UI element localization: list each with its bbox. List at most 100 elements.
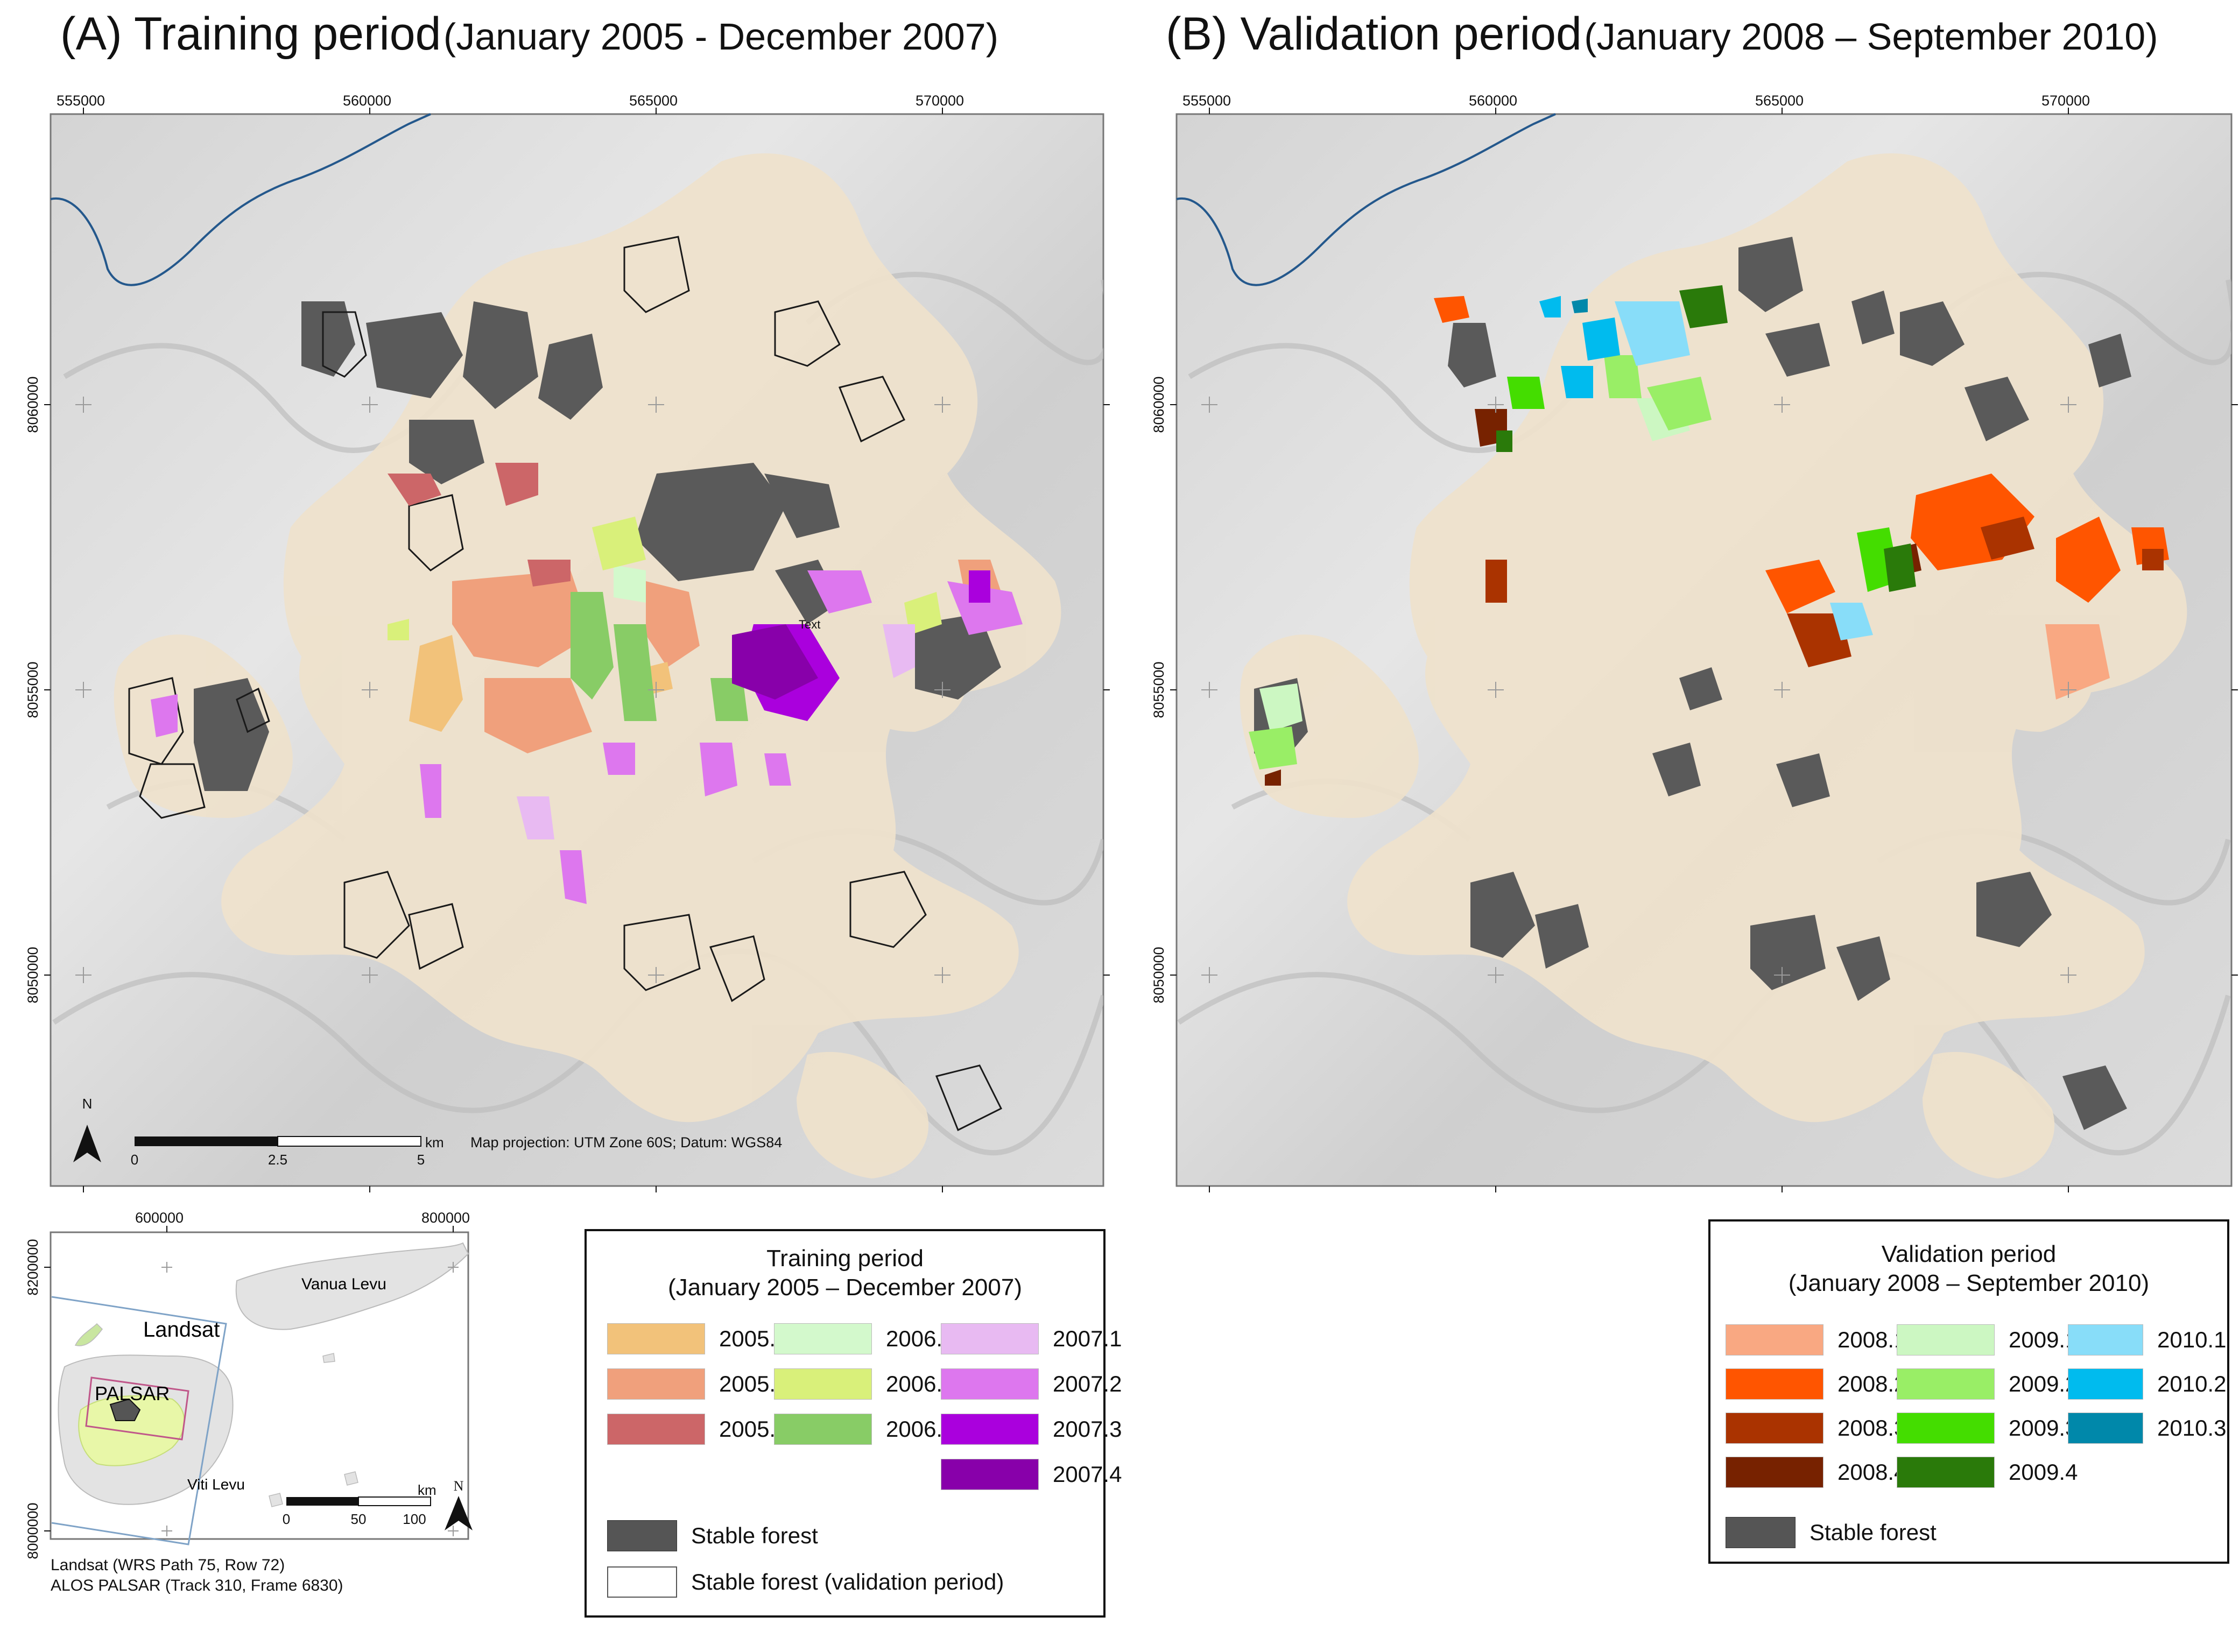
legend-label: 2008.3 bbox=[1837, 1415, 1907, 1441]
legend-label: 2008.1 bbox=[1837, 1327, 1907, 1352]
map-b-x-tick: 565000 bbox=[1755, 93, 1804, 109]
inset-x-tick: 800000 bbox=[421, 1210, 470, 1226]
map-a-x-tick: 565000 bbox=[629, 93, 678, 109]
legend-swatch bbox=[2068, 1324, 2143, 1356]
legend-swatch bbox=[941, 1459, 1039, 1490]
stable-forest-patches bbox=[194, 301, 1001, 791]
legend-item-2008-3: 2008.3 bbox=[1726, 1412, 1906, 1444]
legend-label: 2009.3 bbox=[2009, 1415, 2078, 1441]
legend-item-2008-2: 2008.2 bbox=[1726, 1368, 1906, 1400]
map-b-y-tick: 8050000 bbox=[1151, 947, 1167, 1003]
landsat-label: Landsat bbox=[143, 1318, 220, 1342]
viti-levu-label: Viti Levu bbox=[187, 1476, 245, 1493]
inset-scale-label: 50 bbox=[351, 1511, 367, 1527]
map-a-tick-marks bbox=[44, 108, 1110, 1192]
legend-swatch bbox=[941, 1323, 1039, 1354]
inset-y-tick: 8200000 bbox=[25, 1239, 41, 1295]
deforestation-patches bbox=[1249, 285, 2169, 786]
map-a-stray-label: Text bbox=[799, 618, 820, 631]
inset-scale-bar: 0 50 100 km bbox=[283, 1482, 436, 1527]
legend-item-2006-2: 2006.2 bbox=[774, 1368, 955, 1400]
map-b-y-tick: 8055000 bbox=[1151, 661, 1167, 718]
map-b-title-main: (B) Validation period bbox=[1166, 8, 1582, 60]
legend-swatch bbox=[607, 1414, 705, 1445]
coastline bbox=[50, 113, 431, 286]
scale-bar: 0 2.5 5 km bbox=[131, 1134, 444, 1168]
inset-grid-crosses bbox=[161, 1262, 459, 1536]
legend-item-2010-2: 2010.2 bbox=[2068, 1368, 2226, 1400]
forest-cluster bbox=[109, 1398, 141, 1421]
legend-swatch bbox=[1726, 1413, 1823, 1444]
legend-validation-title-2: (January 2008 – September 2010) bbox=[1788, 1270, 2150, 1296]
map-a-x-tick: 555000 bbox=[57, 93, 105, 109]
legend-label: 2007.2 bbox=[1053, 1371, 1122, 1396]
north-arrow-icon: N bbox=[73, 1096, 101, 1162]
legend-label: 2009.2 bbox=[2009, 1371, 2078, 1396]
legend-swatch bbox=[1726, 1368, 1823, 1400]
legend-swatch bbox=[774, 1368, 872, 1400]
map-b-title-period: (January 2008 – September 2010) bbox=[1584, 16, 2158, 58]
legend-item-2007-1: 2007.1 bbox=[941, 1323, 1122, 1355]
legend-swatch bbox=[1897, 1413, 1995, 1444]
map-a-y-tick: 8050000 bbox=[25, 947, 41, 1003]
inset-x-tick: 600000 bbox=[135, 1210, 184, 1226]
legend-item-2005-3: 2005.3 bbox=[607, 1413, 788, 1445]
inset-y-tick: 8000000 bbox=[25, 1502, 41, 1559]
small-islands bbox=[74, 1323, 358, 1507]
legend-item-stable-forest: Stable forest bbox=[607, 1520, 818, 1552]
legend-swatch bbox=[941, 1368, 1039, 1400]
legend-label: 2008.2 bbox=[1837, 1371, 1907, 1396]
landsat-scene-frame bbox=[51, 1296, 227, 1545]
legend-swatch bbox=[607, 1368, 705, 1400]
legend-item-2008-1: 2008.1 bbox=[1726, 1324, 1906, 1356]
inset-scale-unit: km bbox=[418, 1482, 436, 1498]
inset-map: 600000 800000 8200000 8000000 Landsat PA… bbox=[25, 1210, 473, 1559]
legend-item-2005-1: 2005.1 bbox=[607, 1323, 788, 1355]
legend-validation-title-1: Validation period bbox=[1881, 1241, 2057, 1267]
map-b-x-tick: 570000 bbox=[2041, 93, 2090, 109]
legend-swatch bbox=[2068, 1368, 2143, 1400]
stable-forest-validation-outlines bbox=[128, 236, 1003, 1132]
legend-item-2009-2: 2009.2 bbox=[1897, 1368, 2078, 1400]
inset-scale-label: 0 bbox=[283, 1511, 290, 1527]
map-a-y-tick: 8055000 bbox=[25, 661, 41, 718]
legend-validation: Validation period (January 2008 – Septem… bbox=[1708, 1219, 2229, 1564]
legend-item-stable-forest-validation: Stable forest (validation period) bbox=[607, 1566, 1004, 1598]
legend-swatch bbox=[2068, 1413, 2143, 1444]
legend-item-2006-1: 2006.1 bbox=[774, 1323, 955, 1355]
legend-item-2006-3: 2006.3 bbox=[774, 1413, 955, 1445]
scale-label: 5 bbox=[417, 1152, 425, 1168]
inset-note-line-1: Landsat (WRS Path 75, Row 72) bbox=[51, 1556, 285, 1574]
legend-item-2009-1: 2009.1 bbox=[1897, 1324, 2078, 1356]
legend-swatch bbox=[1897, 1324, 1995, 1356]
legend-training: Training period (January 2005 – December… bbox=[585, 1229, 1122, 1618]
legend-item-2010-3: 2010.3 bbox=[2068, 1412, 2226, 1444]
map-a-title: (A) Training period (January 2005 - Dece… bbox=[60, 8, 998, 61]
map-projection-note: Map projection: UTM Zone 60S; Datum: WGS… bbox=[470, 1134, 782, 1150]
palsar-scene-frame bbox=[85, 1376, 189, 1441]
legend-swatch bbox=[1726, 1457, 1823, 1488]
legend-label: 2007.3 bbox=[1053, 1416, 1122, 1442]
map-b-y-tick: 8060000 bbox=[1151, 376, 1167, 433]
north-label: N bbox=[82, 1096, 93, 1112]
vanua-levu-label: Vanua Levu bbox=[301, 1275, 386, 1293]
legend-label: 2010.2 bbox=[2157, 1371, 2227, 1396]
legend-label: 2010.3 bbox=[2157, 1415, 2227, 1441]
legend-swatch bbox=[774, 1414, 872, 1445]
map-b-tick-marks bbox=[1170, 108, 2238, 1192]
palsar-label: PALSAR bbox=[95, 1382, 170, 1404]
grid-crosses bbox=[1201, 397, 2076, 983]
legend-item-2009-4: 2009.4 bbox=[1897, 1456, 2078, 1488]
scale-label: 2.5 bbox=[268, 1152, 287, 1168]
legend-label: 2010.1 bbox=[2157, 1327, 2227, 1352]
legend-label: 2007.1 bbox=[1053, 1326, 1122, 1351]
legend-item-2010-1: 2010.1 bbox=[2068, 1324, 2226, 1356]
map-a-title-main: (A) Training period bbox=[60, 8, 441, 60]
grid-crosses bbox=[75, 397, 950, 983]
legend-item-2007-2: 2007.2 bbox=[941, 1368, 1122, 1400]
coastline bbox=[1176, 113, 1556, 286]
legend-item-2008-4: 2008.4 bbox=[1726, 1456, 1906, 1488]
inset-scale-label: 100 bbox=[403, 1511, 426, 1527]
map-b-x-tick: 555000 bbox=[1182, 93, 1231, 109]
legend-label: Stable forest bbox=[691, 1523, 818, 1548]
